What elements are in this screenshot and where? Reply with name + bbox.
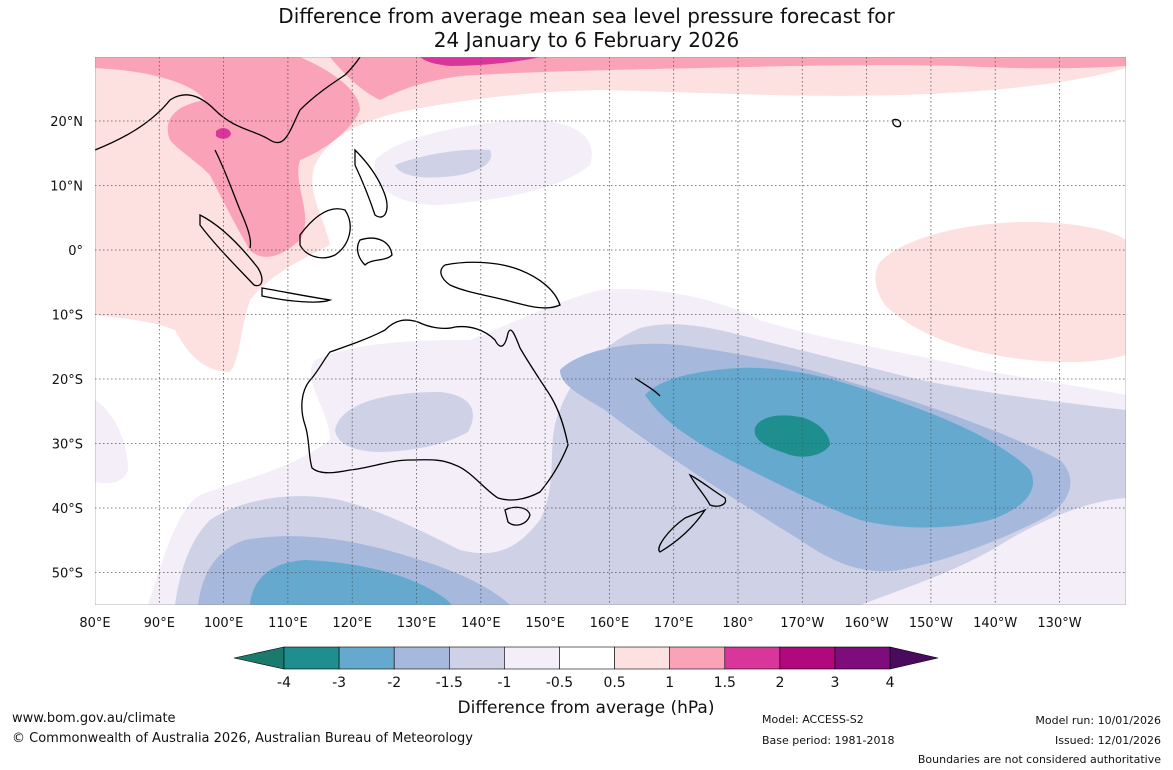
colorbar-bin (283, 646, 340, 670)
longitude-label: 150°W (909, 616, 953, 631)
latitude-label: 20°N (50, 115, 83, 130)
colorbar-bin (779, 646, 836, 670)
longitude-label: 160°W (845, 616, 889, 631)
coastline-asia-mainland (95, 57, 361, 151)
colorbar-tick-label: 3 (831, 675, 840, 691)
colorbar-bin (669, 646, 726, 670)
colorbar-tick-label: 0.5 (603, 675, 625, 691)
footer-model: Model: ACCESS-S2 (762, 713, 864, 726)
longitude-labels: 80°E 90°E 100°E 110°E 120°E 130°E 140°E 150°E 16… (79, 616, 1081, 631)
colorbar-bin (338, 646, 395, 670)
longitude-label: 180° (722, 616, 753, 631)
map-title: Difference from average mean sea level p… (0, 4, 1173, 52)
longitude-label: 140°W (973, 616, 1017, 631)
footer-website[interactable]: www.bom.gov.au/climate (12, 711, 176, 726)
coastline-new-zealand-south (658, 508, 707, 553)
latitude-label: 20°S (52, 373, 83, 388)
contour-negative-1-pacific-north (395, 149, 492, 178)
colorbar-tick-label: -4 (277, 675, 291, 691)
footer-copyright: © Commonwealth of Australia 2026, Austra… (12, 731, 473, 746)
colorbar-tick-label: -2 (387, 675, 401, 691)
coastline-new-caledonia (634, 377, 661, 397)
longitude-label: 150°E (525, 616, 565, 631)
coastline-java (261, 287, 333, 303)
latitude-label: 10°S (52, 309, 83, 324)
latitude-labels: 20°N 10°N 0° 10°S 20°S 30°S 40°S 50°S (50, 115, 83, 582)
contour-positive-1-5-north (420, 57, 540, 66)
longitude-label: 80°E (79, 616, 110, 631)
colorbar-tick-label: 4 (886, 675, 895, 691)
coastlines (95, 57, 902, 553)
map-panel (95, 57, 1126, 605)
coastline-sumatra (199, 213, 263, 287)
contour-negative-2-east (645, 367, 1034, 528)
title-line-1: Difference from average mean sea level p… (278, 4, 895, 28)
longitude-label: 100°E (204, 616, 244, 631)
coastline-philippines (354, 148, 388, 218)
longitude-label: 120°E (332, 616, 372, 631)
longitude-label: 160°E (590, 616, 630, 631)
contour-negative-3-east (754, 415, 830, 457)
coastline-malay-peninsula (214, 149, 252, 249)
contour-negative-1-australia (335, 392, 473, 452)
coastline-hawaii (892, 118, 902, 128)
longitude-label: 140°E (461, 616, 501, 631)
colorbar-tick-label: 1 (665, 675, 674, 691)
contour-positive-0-5-pacific (875, 222, 1126, 363)
latitude-label: 50°S (52, 567, 83, 582)
footer-boundaries: Boundaries are not considered authoritat… (917, 753, 1161, 766)
footer-model-run: Model run: 10/01/2026 (1035, 714, 1161, 727)
colorbar-title: Difference from average (hPa) (458, 698, 715, 718)
colorbar-bin (559, 646, 615, 670)
coastline-tasmania (504, 506, 531, 526)
colorbar-extend-low (233, 646, 285, 670)
latitude-label: 30°S (52, 438, 83, 453)
colorbar-tick-label: -0.5 (546, 675, 573, 691)
colorbar-bin (614, 646, 670, 670)
colorbar-tick-label: -3 (332, 675, 346, 691)
coastline-australia (301, 319, 569, 501)
colorbar-extend-high (889, 646, 939, 670)
gridlines (95, 57, 1126, 605)
latitude-label: 0° (68, 244, 83, 259)
contour-negative-0-5-west (95, 400, 128, 484)
colorbar-tick-label: -1 (497, 675, 511, 691)
colorbar: -4 -3 -2 -1.5 -1 -0.5 0.5 1 1.5 2 3 4 (233, 646, 939, 691)
longitude-label: 130°W (1037, 616, 1081, 631)
latitude-label: 40°S (52, 502, 83, 517)
colorbar-tick-label: -1.5 (436, 675, 463, 691)
longitude-label: 90°E (144, 616, 175, 631)
latitude-label: 10°N (50, 180, 83, 195)
coastline-new-guinea (440, 261, 561, 309)
colorbar-bin (504, 646, 560, 670)
footer-base-period: Base period: 1981-2018 (762, 734, 895, 747)
title-line-2: 24 January to 6 February 2026 (433, 28, 740, 52)
colorbar-bin (448, 646, 505, 670)
coastline-new-zealand-north (688, 473, 727, 507)
colorbar-tick-label: 1.5 (714, 675, 736, 691)
coastline-sulawesi (356, 237, 393, 266)
footer-issued: Issued: 12/01/2026 (1054, 734, 1161, 747)
longitude-label: 110°E (268, 616, 308, 631)
colorbar-bin (724, 646, 781, 670)
longitude-label: 170°E (654, 616, 694, 631)
colorbar-bin (834, 646, 891, 670)
colorbar-bin (393, 646, 450, 670)
longitude-label: 170°W (780, 616, 824, 631)
coastline-borneo (299, 208, 351, 259)
colorbar-tick-label: 2 (775, 675, 784, 691)
contour-positive-1-north (330, 57, 1126, 100)
contour-positive-1-asia (95, 57, 360, 257)
longitude-label: 130°E (397, 616, 437, 631)
contour-negative-2-south (250, 560, 452, 605)
